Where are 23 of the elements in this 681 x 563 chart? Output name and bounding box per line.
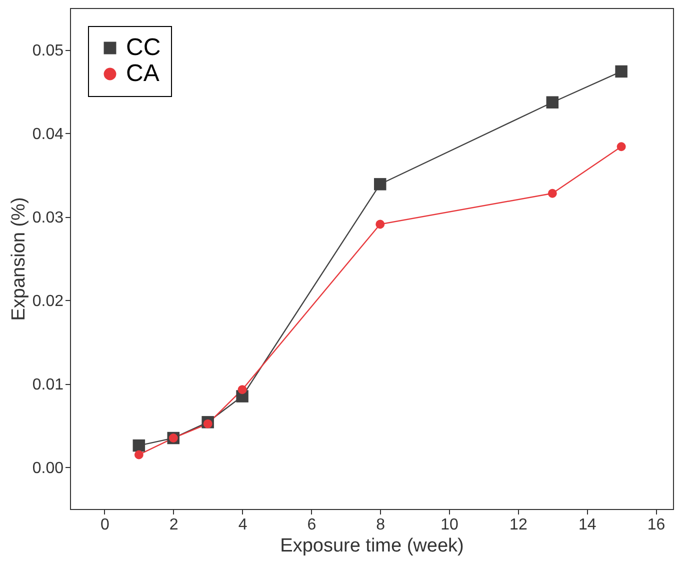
x-tick-label: 2 xyxy=(169,516,178,534)
y-axis-title: Expansion (%) xyxy=(8,197,30,321)
x-tick-label: 8 xyxy=(376,516,386,534)
x-tick-label: 14 xyxy=(578,516,596,534)
point xyxy=(615,65,628,78)
x-tick-label: 12 xyxy=(510,516,528,534)
legend-label: CA xyxy=(126,60,160,87)
x-tick-label: 10 xyxy=(440,516,459,534)
point xyxy=(132,439,146,452)
point xyxy=(546,96,559,108)
x-tick-label: 0 xyxy=(100,516,110,534)
point xyxy=(374,178,386,190)
x-axis-title: Exposure time (week) xyxy=(280,536,464,556)
y-tick-label: 0.04 xyxy=(32,126,64,143)
legend-label: CC xyxy=(126,34,161,61)
y-tick-label: 0.01 xyxy=(32,376,64,394)
x-tick-label: 6 xyxy=(307,516,316,534)
y-tick-label: 0.05 xyxy=(32,42,64,60)
x-tick-label: 4 xyxy=(238,516,248,534)
x-tick-label: 16 xyxy=(647,516,666,534)
y-tick-label: 0.03 xyxy=(32,209,64,226)
y-tick-label: 0.00 xyxy=(32,460,64,477)
y-tick-label: 0.02 xyxy=(32,292,64,310)
